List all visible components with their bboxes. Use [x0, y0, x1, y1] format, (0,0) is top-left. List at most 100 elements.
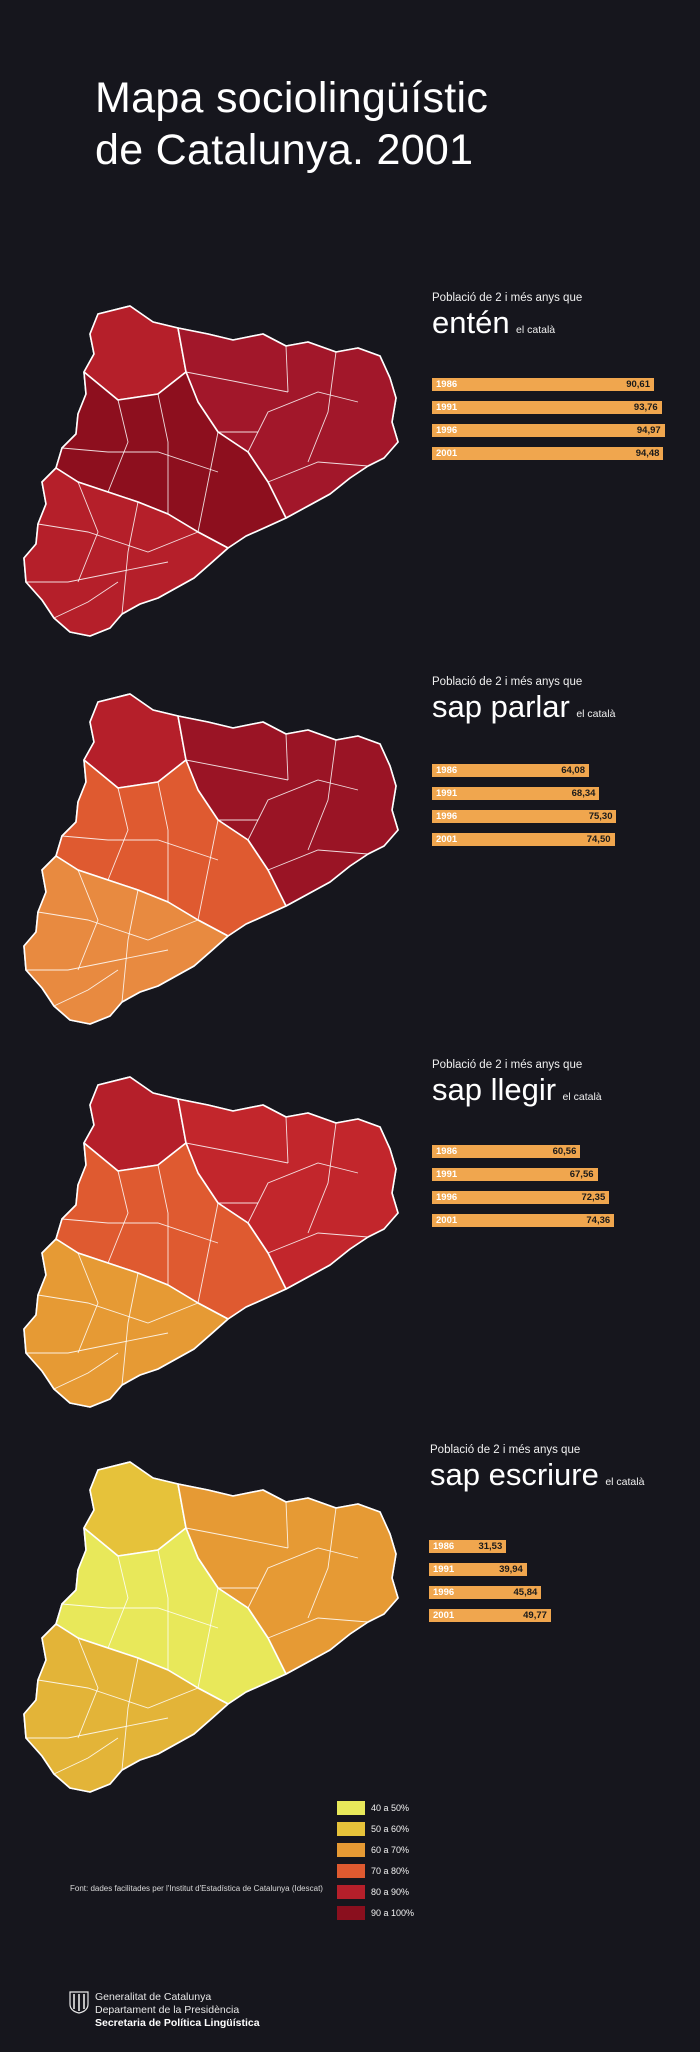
map-border	[185, 1142, 289, 1164]
panel-subtitle: Població de 2 i més anys que	[432, 1059, 583, 1071]
bar: 1986 31,53	[429, 1540, 507, 1553]
footer-line-1: Generalitat de Catalunya	[95, 1991, 212, 2003]
map-border	[26, 561, 169, 583]
map-border	[121, 1272, 139, 1386]
map-border	[37, 1679, 199, 1709]
panel-heading: Població de 2 i més anys que sap llegir …	[432, 1059, 692, 1109]
map-border	[285, 733, 289, 781]
legend-label: 60 a 70%	[371, 1844, 410, 1855]
map-border	[61, 1218, 219, 1244]
bar-value-label: 60,56	[552, 1146, 577, 1157]
panel-suffix: el català	[516, 324, 556, 336]
bar-year-label: 1986	[436, 1146, 458, 1157]
bar: 1996 75,30	[432, 810, 617, 823]
map-border	[121, 1657, 139, 1771]
legend-label: 40 a 50%	[371, 1802, 410, 1813]
map-border	[157, 1549, 169, 1670]
legend-label: 90 a 100%	[371, 1907, 415, 1918]
map-border	[107, 1170, 129, 1264]
footer-line-2: Departament de la Presidència	[95, 2004, 240, 2016]
bar-year-label: 1996	[433, 1587, 455, 1598]
bar: 1996 94,97	[432, 424, 665, 437]
panel-subtitle: Població de 2 i més anys que	[430, 1444, 581, 1456]
map-border	[157, 781, 169, 902]
bar-year-label: 1996	[436, 425, 458, 436]
bar: 1991 67,56	[432, 1168, 598, 1181]
bar-value-label: 45,84	[513, 1587, 538, 1598]
footer-text: Generalitat de Catalunya Departament de …	[95, 1991, 335, 2030]
bar: 1991 39,94	[429, 1563, 527, 1576]
bar-chart-sap-escriure: 1986 31,53 1991 39,94 1996 45,84 2001 49,77	[429, 1536, 679, 1628]
map-border	[285, 1116, 289, 1164]
bar-value-label: 94,97	[636, 425, 661, 436]
bar-row: 2001 49,77	[429, 1605, 679, 1628]
bar-chart-sap-llegir: 1986 60,56 1991 67,56 1996 72,35 2001 74,36	[432, 1141, 682, 1233]
map-border	[37, 911, 199, 941]
map-border	[285, 1501, 289, 1549]
bar: 1986 60,56	[432, 1145, 581, 1158]
bar-chart-sap-parlar: 1986 64,08 1991 68,34 1996 75,30 2001 74,50	[432, 760, 682, 852]
panel-sap-escriure: Població de 2 i més anys que sap escriur…	[0, 1438, 700, 1818]
legend-label: 50 a 60%	[371, 1823, 410, 1834]
bar-row: 1991 93,76	[432, 397, 682, 420]
bar-row: 2001 74,50	[432, 829, 682, 852]
map-border	[307, 739, 337, 851]
bar: 1991 93,76	[432, 401, 662, 414]
map-border	[185, 1527, 289, 1549]
map-border	[157, 1164, 169, 1285]
legend-item: 60 a 70%	[337, 1839, 414, 1860]
map-border	[267, 1617, 369, 1639]
bar-year-label: 2001	[436, 1215, 458, 1226]
bar-row: 1986 31,53	[429, 1536, 679, 1559]
bar-value-label: 49,77	[523, 1610, 547, 1621]
bar-value-label: 93,76	[633, 402, 658, 413]
legend-swatch	[337, 1884, 365, 1899]
panel-suffix: el català	[605, 1476, 645, 1488]
map-border	[307, 1507, 337, 1619]
legend-swatch	[337, 1800, 365, 1815]
map-border	[53, 969, 119, 1007]
map-border	[26, 1332, 169, 1354]
bar-value-label: 74,36	[586, 1215, 611, 1226]
map-border	[37, 523, 199, 553]
bar-row: 1986 90,61	[432, 374, 682, 397]
bar-row: 1996 45,84	[429, 1582, 679, 1605]
bar-row: 1996 72,35	[432, 1187, 682, 1210]
bar-chart-enten: 1986 90,61 1991 93,76 1996 94,97 2001 94,48	[432, 374, 682, 466]
map-border	[77, 1252, 99, 1354]
bar-year-label: 1996	[436, 811, 458, 822]
page-title: Mapa sociolingüístic de Catalunya. 2001	[95, 72, 488, 176]
bar-value-label: 64,08	[561, 765, 585, 776]
bar: 2001 49,77	[429, 1609, 551, 1622]
legend-item: 50 a 60%	[337, 1818, 414, 1839]
panel-subtitle: Població de 2 i més anys que	[432, 292, 583, 304]
map-border	[61, 1603, 219, 1629]
bar-value-label: 75,30	[588, 811, 613, 822]
map-border	[197, 431, 219, 533]
panel-subtitle: Població de 2 i més anys que	[432, 676, 583, 688]
map-border	[121, 501, 139, 615]
map-border	[77, 869, 99, 971]
panel-suffix: el català	[562, 1091, 602, 1103]
map-border	[197, 1202, 219, 1304]
bar-row: 1991 68,34	[432, 783, 682, 806]
map-border	[197, 819, 219, 921]
bar: 1986 90,61	[432, 378, 654, 391]
bar-row: 1996 75,30	[432, 806, 682, 829]
map-border	[267, 1232, 369, 1254]
bar-year-label: 1996	[436, 1192, 458, 1203]
map-border	[107, 1555, 129, 1649]
bar-value-label: 31,53	[478, 1541, 503, 1552]
bar-value-label: 90,61	[626, 379, 650, 390]
bar-year-label: 2001	[436, 448, 458, 459]
bar-row: 1996 94,97	[432, 420, 682, 443]
title-line-2: de Catalunya. 2001	[95, 126, 474, 174]
bar: 2001 94,48	[432, 447, 664, 460]
map-border	[185, 371, 289, 393]
bar-row: 1991 67,56	[432, 1164, 682, 1187]
legend-item: 40 a 50%	[337, 1797, 414, 1818]
map-border	[267, 849, 369, 871]
bar-year-label: 1991	[436, 402, 458, 413]
panel-verb: entén	[432, 305, 510, 340]
bar-year-label: 1991	[436, 788, 458, 799]
